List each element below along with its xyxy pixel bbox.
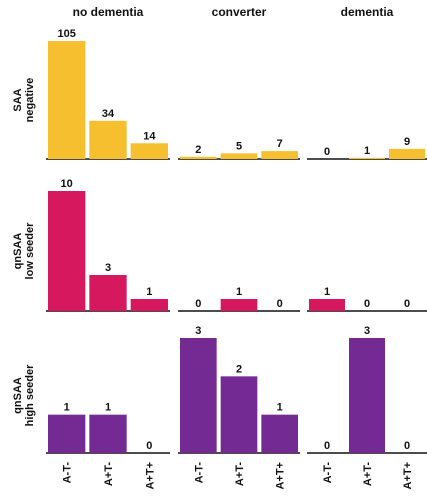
data-label: 2 <box>195 144 201 156</box>
data-label: 1 <box>236 286 242 298</box>
data-label: 9 <box>404 136 410 148</box>
bar <box>89 414 127 453</box>
x-tick-label: A+T- <box>103 462 115 486</box>
data-label: 14 <box>143 130 156 142</box>
bar <box>349 338 385 453</box>
data-label: 0 <box>324 440 330 452</box>
x-tick-label: A-T- <box>193 462 205 484</box>
x-tick-label: A-T- <box>322 462 334 484</box>
column-title: converter <box>212 5 267 19</box>
bar <box>180 156 217 159</box>
data-label: 0 <box>195 298 201 310</box>
bar <box>349 157 385 159</box>
bar <box>48 41 86 159</box>
data-label: 1 <box>324 286 330 298</box>
row-label: SAA <box>12 88 24 111</box>
data-label: 3 <box>364 325 370 337</box>
bar <box>309 299 345 311</box>
data-label: 0 <box>324 146 330 158</box>
data-label: 1 <box>146 286 152 298</box>
bar <box>389 148 425 159</box>
x-tick-label: A+T+ <box>144 462 156 490</box>
data-label: 34 <box>102 108 115 120</box>
data-label: 0 <box>277 298 283 310</box>
data-label: 7 <box>277 138 283 150</box>
bar <box>180 338 217 453</box>
bar <box>261 414 298 453</box>
data-label: 0 <box>404 298 410 310</box>
bar <box>130 299 168 311</box>
bar <box>89 120 127 159</box>
bar <box>261 151 298 159</box>
bar <box>48 191 86 311</box>
data-label: 0 <box>404 440 410 452</box>
data-label: 0 <box>146 440 152 452</box>
data-label: 1 <box>364 145 370 157</box>
bar <box>89 275 127 311</box>
column-title: dementia <box>341 5 394 19</box>
bar <box>130 143 168 159</box>
row-label: qnSAA <box>12 377 24 414</box>
data-label: 5 <box>236 140 242 152</box>
x-tick-label: A+T+ <box>402 462 414 490</box>
x-tick-label: A+T- <box>234 462 246 486</box>
x-tick-label: A+T+ <box>275 462 287 490</box>
bar <box>220 299 258 311</box>
bar <box>48 414 86 453</box>
data-label: 0 <box>364 298 370 310</box>
row-label: qnSAA <box>12 233 24 270</box>
bar <box>220 376 258 453</box>
data-label: 1 <box>277 402 283 414</box>
row-label: negative <box>24 78 36 123</box>
x-tick-label: A-T- <box>62 462 74 484</box>
bar <box>220 153 258 159</box>
column-title: no dementia <box>73 5 144 19</box>
data-label: 10 <box>61 178 73 190</box>
row-label: high seeder <box>24 364 36 426</box>
data-label: 105 <box>57 28 75 40</box>
data-label: 2 <box>236 363 242 375</box>
x-tick-label: A+T- <box>362 462 374 486</box>
data-label: 3 <box>105 262 111 274</box>
data-label: 1 <box>105 402 111 414</box>
data-label: 3 <box>195 325 201 337</box>
data-label: 1 <box>64 402 70 414</box>
row-label: low seeder <box>24 222 36 280</box>
